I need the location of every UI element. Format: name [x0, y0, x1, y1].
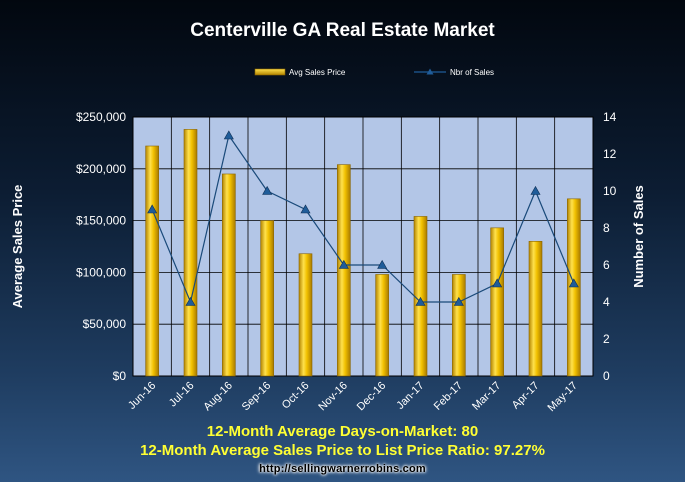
y-axis-title: Average Sales Price — [10, 185, 25, 309]
x-tick-label: Jun-16 — [126, 380, 158, 412]
sales-point — [453, 296, 464, 306]
bar — [260, 220, 274, 377]
y2-tick-label: 0 — [603, 369, 610, 383]
y-tick-label: $250,000 — [76, 110, 126, 124]
y2-tick-label: 8 — [603, 221, 610, 235]
y2-tick-label: 12 — [603, 147, 617, 161]
sales-point — [223, 130, 234, 140]
x-tick-label: Mar-17 — [470, 380, 503, 413]
x-tick-label: Jan-17 — [394, 380, 426, 412]
bar — [183, 129, 198, 377]
x-tick-label: Aug-16 — [201, 380, 235, 414]
y-tick-label: $200,000 — [76, 162, 126, 176]
sales-point — [147, 204, 158, 214]
x-tick-label: May-17 — [546, 380, 580, 414]
x-tick-label: Apr-17 — [510, 380, 542, 412]
website-url: http://sellingwarnerrobins.com — [259, 463, 426, 475]
bar — [337, 164, 351, 377]
y-tick-label: $0 — [113, 369, 127, 383]
sales-point — [415, 296, 426, 306]
x-tick-label: Dec-16 — [355, 380, 389, 414]
sales-point — [492, 278, 503, 288]
sales-point — [300, 204, 311, 214]
bar — [375, 274, 389, 377]
sales-point — [185, 296, 196, 306]
legend-line-marker — [426, 68, 434, 75]
bar — [567, 198, 581, 377]
x-tick-label: Feb-17 — [432, 380, 465, 413]
legend-bar-swatch — [254, 68, 286, 76]
chart-title: Centerville GA Real Estate Market — [190, 20, 495, 41]
bar — [490, 227, 504, 377]
bar — [145, 145, 159, 377]
price-ratio-note: 12-Month Average Sales Price to List Pri… — [140, 442, 545, 459]
sales-point — [338, 259, 349, 269]
y2-tick-label: 4 — [603, 295, 610, 309]
sales-point — [568, 278, 579, 288]
y2-tick-label: 2 — [603, 332, 610, 346]
y2-tick-label: 14 — [603, 110, 617, 124]
y-tick-label: $100,000 — [76, 265, 126, 279]
x-tick-label: Sep-16 — [240, 380, 274, 414]
bar — [528, 241, 543, 377]
bar — [298, 253, 313, 377]
y2-axis-title: Number of Sales — [631, 185, 646, 288]
y-tick-label: $50,000 — [83, 317, 127, 331]
x-tick-label: Oct-16 — [280, 380, 312, 412]
days-on-market-note: 12-Month Average Days-on-Market: 80 — [206, 423, 479, 440]
legend-line-label: Nbr of Sales — [450, 68, 494, 77]
sales-point — [262, 185, 273, 195]
sales-point — [377, 259, 388, 269]
legend-bar-label: Avg Sales Price — [289, 68, 346, 77]
y2-tick-label: 6 — [603, 258, 610, 272]
sales-point — [530, 185, 541, 195]
bar — [222, 173, 236, 377]
bar — [413, 216, 428, 377]
y-tick-label: $150,000 — [76, 214, 126, 228]
x-tick-label: Nov-16 — [316, 380, 350, 414]
bar — [452, 274, 466, 377]
y2-tick-label: 10 — [603, 184, 617, 198]
sales-line — [151, 134, 575, 304]
x-tick-label: Jul-16 — [167, 380, 197, 410]
